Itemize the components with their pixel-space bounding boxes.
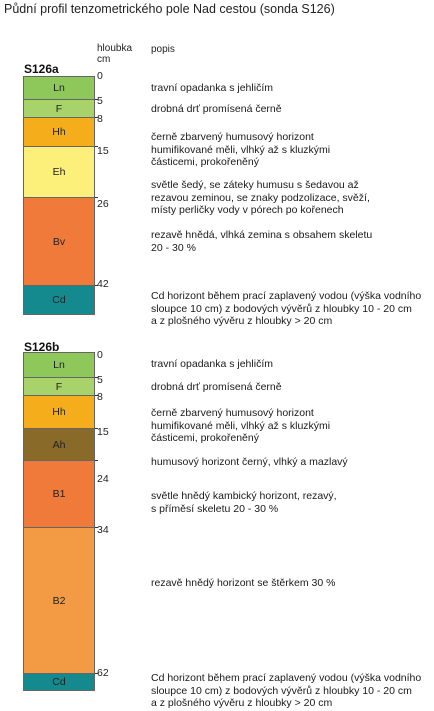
soil-layer-f: F bbox=[23, 377, 95, 396]
figure-title: Půdní profil tenzometrického pole Nad ce… bbox=[4, 2, 335, 16]
description-header: popis bbox=[151, 44, 175, 55]
layer-code: Cd bbox=[52, 676, 66, 688]
depth-label: 15 bbox=[97, 426, 109, 438]
depth-label: 42 bbox=[97, 278, 109, 290]
layer-description: drobná drť promísená černě bbox=[151, 381, 282, 393]
depth-label: 24 bbox=[97, 473, 109, 485]
soil-layer-b2: B2 bbox=[23, 527, 95, 674]
soil-layer-f: F bbox=[23, 99, 95, 118]
depth-tick bbox=[95, 428, 98, 429]
soil-layer-hh: Hh bbox=[23, 117, 95, 147]
depth-header: hloubka cm bbox=[97, 43, 133, 65]
depth-label: 26 bbox=[97, 198, 109, 210]
depth-tick bbox=[95, 673, 98, 674]
layer-description: rezavě hnědý horizont se štěrkem 30 % bbox=[151, 577, 336, 589]
layer-code: Bv bbox=[52, 235, 66, 248]
depth-label: 8 bbox=[97, 391, 103, 403]
depth-tick bbox=[95, 117, 98, 118]
depth-tick bbox=[95, 377, 98, 378]
soil-layer-hh: Hh bbox=[23, 395, 95, 429]
soil-layer-ln: Ln bbox=[23, 76, 95, 100]
soil-layer-cd: Cd bbox=[23, 285, 95, 315]
depth-tick bbox=[95, 460, 98, 461]
layer-description: světle hnědý kambický horizont, rezavý, … bbox=[151, 490, 337, 515]
layer-description: travní opadanka s jehličím bbox=[151, 358, 273, 370]
depth-label: 0 bbox=[97, 349, 103, 361]
layer-code: Ah bbox=[52, 438, 66, 451]
depth-label: 0 bbox=[97, 70, 103, 82]
layer-description: černě zbarvený humusový horizont humifik… bbox=[151, 407, 331, 444]
layer-code: B1 bbox=[52, 488, 66, 500]
depth-tick bbox=[95, 395, 98, 396]
depth-tick bbox=[95, 146, 98, 147]
layer-description: černě zbarvený humusový horizont humifik… bbox=[151, 131, 331, 168]
layer-code: Hh bbox=[52, 406, 66, 418]
depth-label: 8 bbox=[97, 113, 103, 125]
depth-label: 62 bbox=[97, 667, 109, 679]
soil-layer-bv: Bv bbox=[23, 197, 95, 286]
layer-description: humusový horizont černý, vlhký a mazlavý bbox=[151, 456, 348, 468]
layer-code: F bbox=[55, 380, 63, 393]
layer-code: Hh bbox=[52, 126, 66, 138]
depth-label: 34 bbox=[97, 524, 109, 536]
depth-label: 5 bbox=[97, 374, 103, 386]
depth-tick bbox=[95, 99, 98, 100]
layer-code: F bbox=[55, 102, 63, 115]
depth-label: 5 bbox=[97, 95, 103, 107]
soil-layer-b1: B1 bbox=[23, 460, 95, 528]
depth-label: 15 bbox=[97, 145, 109, 157]
layer-description: Cd horizont během prací zaplavený vodou … bbox=[151, 672, 422, 709]
depth-tick bbox=[95, 527, 98, 528]
layer-code: Cd bbox=[52, 294, 66, 306]
profile-b-name: S126b bbox=[24, 340, 60, 354]
depth-tick bbox=[95, 285, 98, 286]
depth-tick bbox=[95, 197, 98, 198]
layer-code: B2 bbox=[52, 594, 66, 607]
layer-description: rezavě hnědá, vlhká zemina s obsahem ske… bbox=[151, 229, 373, 254]
soil-layer-ln: Ln bbox=[23, 352, 95, 378]
soil-layer-cd: Cd bbox=[23, 673, 95, 691]
soil-layer-eh: Eh bbox=[23, 146, 95, 198]
profile-a-name: S126a bbox=[24, 62, 59, 76]
layer-description: světle šedý, se záteky humusu s šedavou … bbox=[151, 179, 370, 216]
layer-code: Ln bbox=[53, 359, 65, 371]
layer-code: Ln bbox=[53, 82, 65, 94]
layer-description: travní opadanka s jehličím bbox=[151, 82, 273, 94]
layer-code: Eh bbox=[52, 166, 66, 178]
soil-layer-ah: Ah bbox=[23, 428, 95, 461]
layer-description: drobná drť promísená černě bbox=[151, 103, 282, 115]
layer-description: Cd horizont během prací zaplavený vodou … bbox=[151, 290, 422, 327]
